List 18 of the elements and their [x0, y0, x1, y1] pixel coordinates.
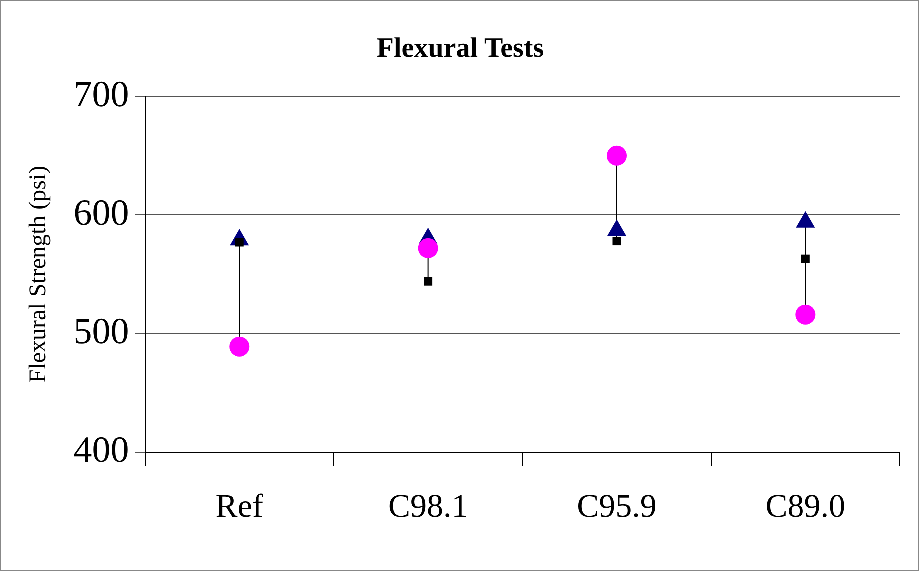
x-tick-label: C98.1	[388, 488, 468, 525]
point	[418, 238, 438, 258]
y-axis-title: Flexural Strength (psi)	[26, 166, 52, 384]
point	[606, 146, 627, 166]
chart-title: Flexural Tests	[376, 33, 544, 64]
point	[230, 336, 250, 357]
y-tick-label: 700	[74, 74, 130, 116]
y-tick-label: 400	[74, 430, 130, 472]
point	[424, 277, 433, 286]
point	[235, 238, 244, 247]
x-tick-label: C95.9	[577, 488, 657, 525]
x-tick-label: C89.0	[766, 488, 846, 525]
x-tick-label: Ref	[216, 488, 264, 525]
point	[612, 237, 622, 246]
y-tick-label: 500	[74, 312, 130, 353]
point	[801, 254, 810, 264]
point	[796, 304, 816, 325]
y-tick-label: 600	[74, 192, 130, 234]
